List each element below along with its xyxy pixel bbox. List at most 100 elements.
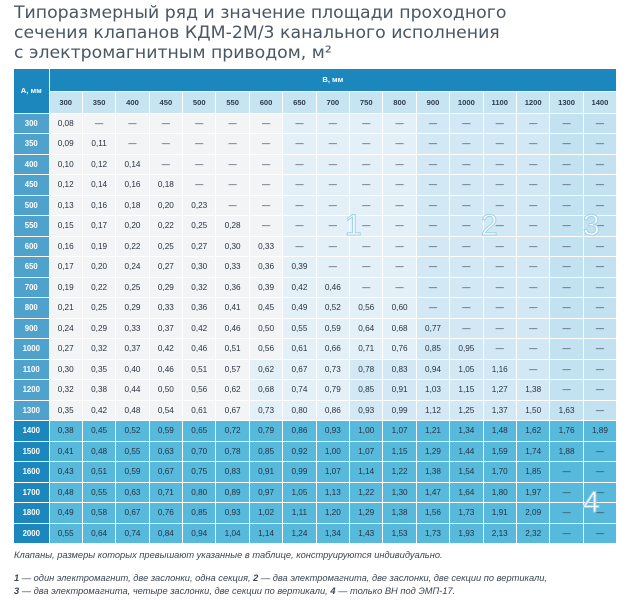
table-cell: — [583, 461, 618, 483]
table-cell: — [583, 215, 618, 237]
table-cell: — [449, 174, 484, 196]
table-cell: 0,22 [115, 236, 150, 257]
column-header-b: 450 [149, 91, 184, 114]
table-cell: — [182, 113, 217, 134]
table-cell: 0,74 [115, 523, 150, 544]
column-header-b: 1200 [516, 91, 551, 114]
row-header-a: 2000 [14, 523, 50, 544]
table-cell: — [215, 174, 250, 196]
table-cell: — [516, 113, 551, 134]
table-cell: 0,20 [115, 215, 150, 237]
table-cell: 0,58 [82, 502, 117, 524]
table-cell: 1,15 [382, 441, 417, 462]
table-cell: — [483, 195, 517, 216]
table-cell: — [549, 195, 584, 216]
table-cell: 0,12 [49, 174, 83, 196]
table-cell: — [583, 297, 618, 319]
table-cell: — [349, 154, 384, 175]
table-cell: 1,34 [449, 420, 484, 442]
table-cell: — [282, 236, 317, 257]
column-header-b: 350 [82, 91, 117, 114]
table-cell: — [516, 154, 551, 175]
table-cell: 0,13 [49, 195, 83, 216]
table-cell: 1,38 [382, 502, 417, 524]
table-cell: 0,40 [115, 359, 150, 380]
table-cell: 1,29 [416, 441, 451, 462]
table-cell: 0,29 [149, 277, 184, 298]
table-cell: 0,35 [82, 359, 117, 380]
table-cell: 0,56 [182, 379, 217, 401]
table-cell: 0,71 [349, 338, 384, 360]
table-cell: — [549, 318, 584, 339]
table-cell: — [416, 256, 451, 278]
legend-text-2: — два электромагнита, две заслонки, две … [258, 573, 548, 583]
table-cell: 0,41 [49, 441, 83, 462]
row-header-a: 300 [14, 113, 50, 134]
table-row: 400 0,10 0,12 0,14— — — — — — — — — — — — — — [14, 154, 618, 175]
table-cell: 0,12 [82, 154, 117, 175]
table-cell: 0,09 [49, 133, 83, 155]
table-cell: — [549, 297, 584, 319]
table-cell: 0,65 [182, 420, 217, 442]
table-cell: 1,97 [516, 482, 551, 503]
table-cell: 0,84 [149, 523, 184, 544]
table-cell: 1,56 [416, 502, 451, 524]
table-cell: — [449, 133, 484, 155]
table-cell: 0,36 [249, 256, 284, 278]
table-cell: 1,53 [382, 523, 417, 544]
table-cell: 0,25 [182, 215, 217, 237]
table-cell: — [516, 215, 551, 237]
table-cell: — [349, 215, 384, 237]
zone-label-3: 3 [583, 209, 601, 242]
legend-key-3: 3 [14, 586, 20, 596]
corner-label-a: А, мм [14, 69, 50, 114]
table-cell: — [215, 133, 250, 155]
table-cell: 1,00 [316, 441, 351, 462]
table-cell: 1,27 [483, 379, 517, 401]
table-cell: 0,49 [49, 502, 83, 524]
table-cell: — [549, 133, 584, 155]
table-cell: — [549, 379, 584, 401]
table-cell: 0,42 [82, 400, 117, 421]
table-cell: 0,25 [115, 277, 150, 298]
legend-text-4: — только ВН под ЭМП-17. [335, 586, 456, 596]
table-cell: — [349, 174, 384, 196]
table-cell: — [316, 236, 351, 257]
table-cell: 0,86 [282, 420, 317, 442]
table-cell: 0,59 [115, 461, 150, 483]
table-row: 450 0,12 0,14 0,16 0,18— — — — — — — — — — — — — [14, 174, 618, 196]
table-cell: — [182, 133, 217, 155]
table-cell: 0,63 [115, 482, 150, 503]
table-row: 500 0,13 0,16 0,18 0,20 0,23— — — — — — — — — — — — [14, 195, 618, 216]
table-cell: — [516, 174, 551, 196]
table-cell: 0,19 [49, 277, 83, 298]
table-cell: — [316, 154, 351, 175]
table-cell: 0,29 [115, 297, 150, 319]
table-cell: — [449, 256, 484, 278]
table-cell: — [483, 154, 517, 175]
table-cell: — [449, 277, 484, 298]
table-cell: 1,85 [516, 461, 551, 483]
table-cell: 1,13 [316, 482, 351, 503]
custom-sizes-note: Клапаны, размеры которых превышают указа… [14, 550, 443, 560]
table-cell: — [516, 338, 551, 360]
table-cell: 0,23 [182, 195, 217, 216]
notes: Клапаны, размеры которых превышают указа… [14, 549, 626, 598]
table-cell: 0,29 [82, 318, 117, 339]
table-cell: — [149, 154, 184, 175]
table-row: 1700 0,48 0,55 0,63 0,71 0,80 0,89 0,97 1,05 1,13… [14, 482, 618, 503]
table-cell: — [82, 113, 117, 134]
table-cell: — [282, 195, 317, 216]
table-cell: 1,21 [416, 420, 451, 442]
table-cell: 0,32 [49, 379, 83, 401]
table-cell: 1,07 [349, 441, 384, 462]
table-cell: 1,44 [449, 441, 484, 462]
table-cell: 0,94 [416, 359, 451, 380]
table-cell: 1,37 [483, 400, 517, 421]
table-cell: 0,61 [282, 338, 317, 360]
columns-label-b: В, мм [49, 69, 618, 92]
table-cell: 0,55 [282, 318, 317, 339]
table-cell: — [249, 154, 284, 175]
table-cell: 0,30 [215, 236, 250, 257]
table-cell: — [549, 338, 584, 360]
